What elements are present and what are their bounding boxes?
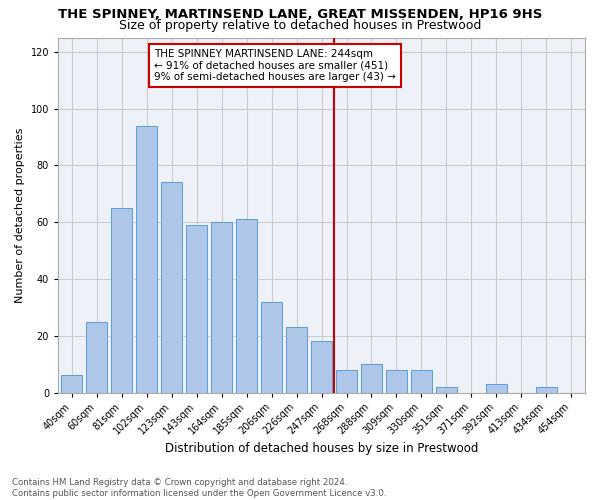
- Text: Size of property relative to detached houses in Prestwood: Size of property relative to detached ho…: [119, 19, 481, 32]
- Y-axis label: Number of detached properties: Number of detached properties: [15, 128, 25, 302]
- Bar: [386, 370, 407, 392]
- Bar: [311, 342, 332, 392]
- Bar: [86, 322, 107, 392]
- Text: THE SPINNEY, MARTINSEND LANE, GREAT MISSENDEN, HP16 9HS: THE SPINNEY, MARTINSEND LANE, GREAT MISS…: [58, 8, 542, 20]
- Bar: [486, 384, 507, 392]
- Bar: [336, 370, 357, 392]
- Bar: [236, 220, 257, 392]
- Bar: [136, 126, 157, 392]
- Bar: [286, 327, 307, 392]
- Bar: [161, 182, 182, 392]
- Bar: [261, 302, 282, 392]
- Text: Contains HM Land Registry data © Crown copyright and database right 2024.
Contai: Contains HM Land Registry data © Crown c…: [12, 478, 386, 498]
- Bar: [211, 222, 232, 392]
- X-axis label: Distribution of detached houses by size in Prestwood: Distribution of detached houses by size …: [165, 442, 478, 455]
- Bar: [111, 208, 133, 392]
- Text: THE SPINNEY MARTINSEND LANE: 244sqm
← 91% of detached houses are smaller (451)
9: THE SPINNEY MARTINSEND LANE: 244sqm ← 91…: [154, 49, 396, 82]
- Bar: [436, 387, 457, 392]
- Bar: [536, 387, 557, 392]
- Bar: [411, 370, 432, 392]
- Bar: [61, 376, 82, 392]
- Bar: [186, 225, 207, 392]
- Bar: [361, 364, 382, 392]
